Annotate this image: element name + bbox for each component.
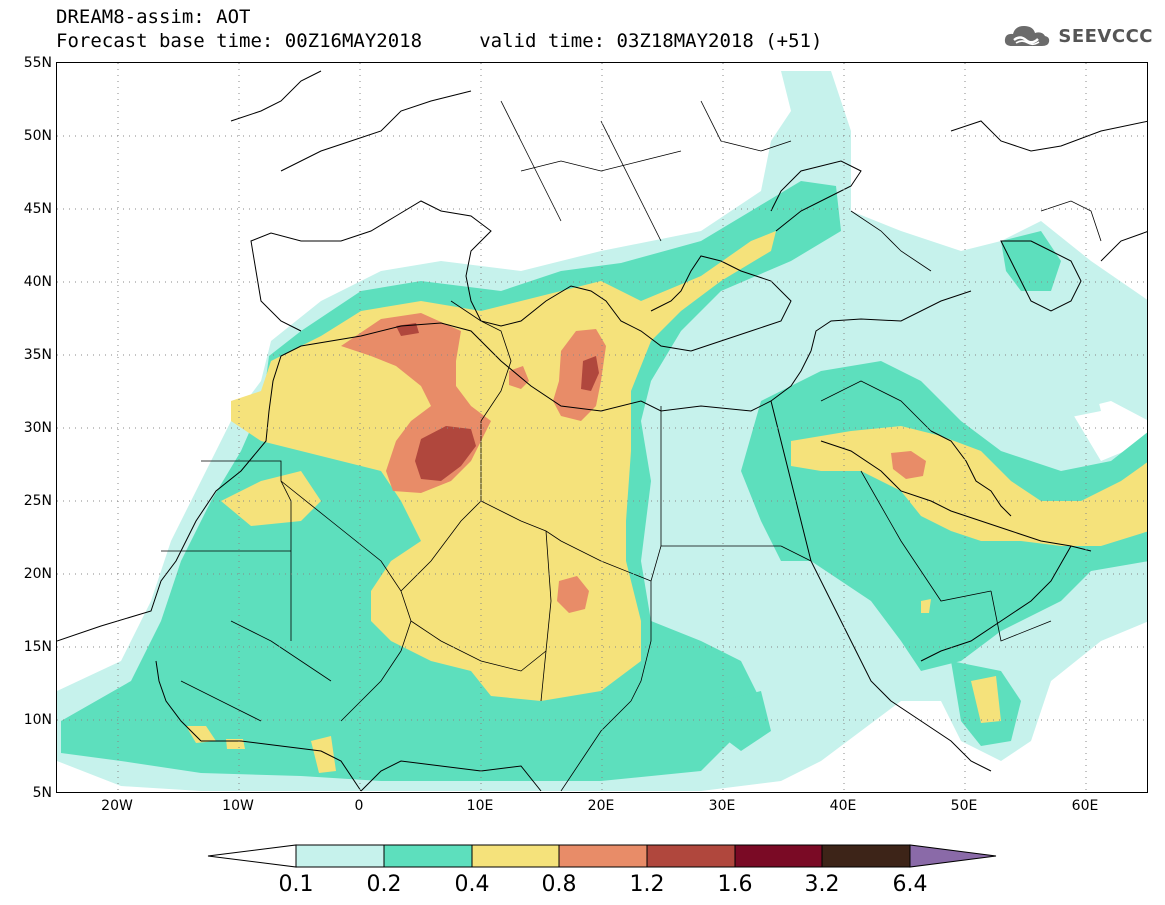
lon-label-10e: 10E	[466, 798, 494, 814]
map-grid	[57, 63, 1147, 792]
lat-label-40n: 40N	[23, 274, 52, 290]
coastlines	[57, 70, 1147, 792]
lon-label-10w: 10W	[222, 798, 254, 814]
lat-label-15n: 15N	[23, 639, 52, 655]
lat-label-50n: 50N	[23, 128, 52, 144]
aot-map	[56, 62, 1148, 793]
colorbar-label-0-2: 0.2	[366, 872, 402, 897]
aot-map-canvas	[57, 63, 1147, 792]
colorbar-swatch-1-2	[646, 844, 736, 868]
colorbar-label-0-4: 0.4	[454, 872, 490, 897]
chart-title: DREAM8-assim: AOT	[56, 6, 251, 28]
lon-label-50e: 50E	[950, 798, 978, 814]
lat-label-35n: 35N	[23, 347, 52, 363]
colorbar-label-1-2: 1.2	[629, 872, 665, 897]
lon-label-30e: 30E	[708, 798, 736, 814]
lat-label-25n: 25N	[23, 493, 52, 509]
colorbar-swatch-0-2	[383, 844, 473, 868]
colorbar-label-6-4: 6.4	[892, 872, 928, 897]
logo-text: SEEVCCC	[1058, 25, 1153, 47]
colorbar-swatch-0-8	[558, 844, 648, 868]
colorbar-swatch-0-4	[471, 844, 560, 868]
lon-label-60e: 60E	[1071, 798, 1099, 814]
colorbar-label-0-1: 0.1	[278, 872, 314, 897]
lon-label-40e: 40E	[829, 798, 857, 814]
colorbar-label-0-8: 0.8	[541, 872, 577, 897]
cloud-icon	[1005, 26, 1050, 46]
lat-label-20n: 20N	[23, 566, 52, 582]
forecast-time-subtitle: Forecast base time: 00Z16MAY2018 valid t…	[56, 30, 823, 52]
lat-label-45n: 45N	[23, 201, 52, 217]
lat-label-10n: 10N	[23, 712, 52, 728]
lat-label-30n: 30N	[23, 420, 52, 436]
seevccc-logo: SEEVCCC	[1002, 22, 1153, 50]
colorbar-label-3-2: 3.2	[804, 872, 840, 897]
lat-label-55n: 55N	[23, 55, 52, 71]
colorbar-swatch-3-2	[821, 844, 911, 868]
colorbar	[207, 844, 997, 868]
lon-label-0: 0	[354, 798, 364, 814]
lon-label-20e: 20E	[587, 798, 615, 814]
lat-label-5n: 5N	[32, 785, 52, 801]
colorbar-max-arrow	[909, 844, 997, 868]
country-borders	[161, 100, 1102, 792]
colorbar-min-arrow	[207, 844, 297, 868]
colorbar-label-1-6: 1.6	[717, 872, 753, 897]
lon-label-20w: 20W	[101, 798, 133, 814]
colorbar-swatch-1-6	[734, 844, 823, 868]
colorbar-swatch-0-1	[295, 844, 385, 868]
